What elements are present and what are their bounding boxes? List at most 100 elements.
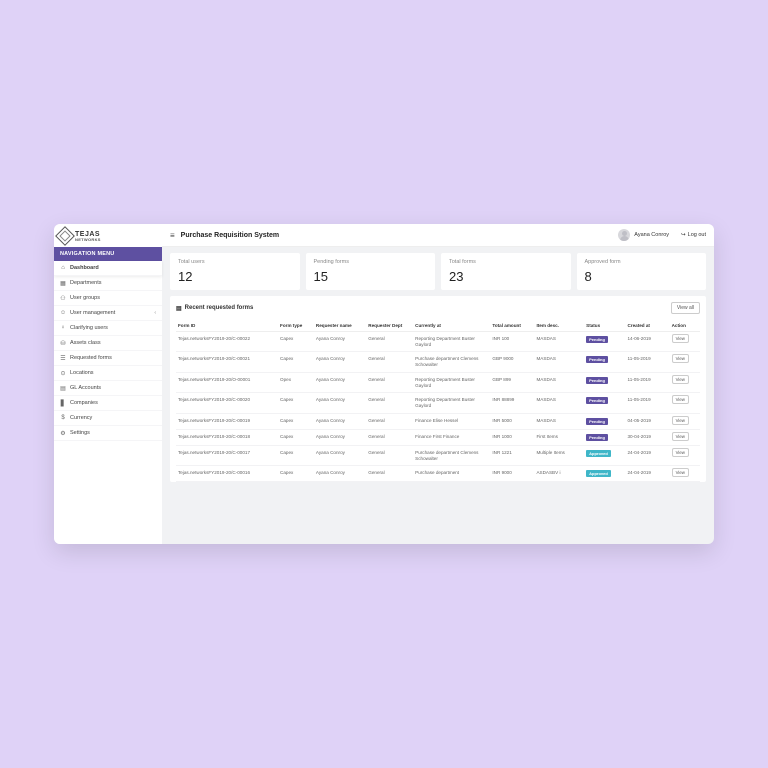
cell-status: Pending xyxy=(584,352,625,372)
sidebar-item-requested-forms[interactable]: ☰Requested forms xyxy=(54,351,162,366)
cell-created-at: 04-05-2019 xyxy=(625,413,669,429)
topbar: ≡ Purchase Requisition System Ayana Conr… xyxy=(162,224,714,247)
cell-status: Pending xyxy=(584,372,625,392)
cell-total-amount: INR 1221 xyxy=(490,445,534,465)
sidebar-item-dashboard[interactable]: ⌂Dashboard xyxy=(54,261,162,276)
cell-status: Approved xyxy=(584,445,625,465)
cell-status: Pending xyxy=(584,393,625,413)
nav-icon: ⚙ xyxy=(60,430,66,436)
nav-label: Dashboard xyxy=(70,265,99,271)
cell-total-amount: INR 100 xyxy=(490,332,534,352)
cell-item-desc: Multiple Items xyxy=(534,445,584,465)
sidebar-item-settings[interactable]: ⚙Settings xyxy=(54,426,162,441)
view-button[interactable]: View xyxy=(672,334,689,343)
cell-currently-at: Purchase department Clemens Schowalter xyxy=(413,352,490,372)
cell-created-at: 30-04-2019 xyxy=(625,429,669,445)
stat-value: 8 xyxy=(585,269,699,284)
status-badge: Pending xyxy=(586,356,608,363)
nav-icon: ▤ xyxy=(60,385,66,391)
nav-icon: $ xyxy=(60,415,66,421)
table-title: ▤ Recent requested forms xyxy=(176,305,253,312)
view-button[interactable]: View xyxy=(672,354,689,363)
cell-created-at: 14-06-2019 xyxy=(625,332,669,352)
cell-requester-dept: General xyxy=(366,332,413,352)
stat-label: Approved form xyxy=(585,259,699,265)
cell-item-desc: MASDAS xyxy=(534,352,584,372)
sidebar-item-assets-class[interactable]: ⛁ Assets class xyxy=(54,336,162,351)
column-header: Currently at xyxy=(413,320,490,332)
sidebar-item-user-groups[interactable]: ⚇User groups xyxy=(54,291,162,306)
sidebar-item-currency[interactable]: $Currency xyxy=(54,411,162,426)
cell-form-id: Tejas.networksFY2019-20/C-00021 xyxy=(176,352,278,372)
status-badge: Pending xyxy=(586,418,608,425)
cell-form-id: Tejas.networksFY2019-20/C-00020 xyxy=(176,393,278,413)
column-header: Requester Dept xyxy=(366,320,413,332)
cell-requester-name: Ayana Conroy xyxy=(314,445,366,465)
table-row: Tejas.networksFY2019-20/C-00017CapexAyan… xyxy=(176,445,700,465)
cell-currently-at: Finance Elise Hessel xyxy=(413,413,490,429)
cell-created-at: 24-04-2019 xyxy=(625,445,669,465)
column-header: Total amount xyxy=(490,320,534,332)
table-row: Tejas.networksFY2019-20/O-00001OpexAyana… xyxy=(176,372,700,392)
brand-logo: TEJAS NETWORKS xyxy=(54,224,162,247)
status-badge: Approved xyxy=(586,470,611,477)
cell-form-type: Capex xyxy=(278,445,314,465)
cell-form-id: Tejas.networksFY2019-20/O-00001 xyxy=(176,372,278,392)
cell-currently-at: Purchase department Clemens Schowalter xyxy=(413,445,490,465)
view-all-button[interactable]: View all xyxy=(671,302,700,314)
view-button[interactable]: View xyxy=(672,375,689,384)
nav-label: Assets class xyxy=(70,340,101,346)
chevron-icon: ‹ xyxy=(154,310,156,316)
cell-form-id: Tejas.networksFY2019-20/C-00022 xyxy=(176,332,278,352)
view-button[interactable]: View xyxy=(672,395,689,404)
cell-requester-name: Ayana Conroy xyxy=(314,413,366,429)
cell-item-desc: MASDAS xyxy=(534,393,584,413)
logout-label: Log out xyxy=(688,232,706,238)
sidebar-item-clarifying-users[interactable]: ♀Clarifying users xyxy=(54,321,162,336)
view-button[interactable]: View xyxy=(672,416,689,425)
hamburger-icon[interactable]: ≡ xyxy=(170,231,175,240)
nav-icon: ▋ xyxy=(60,400,66,406)
cell-requester-name: Ayana Conroy xyxy=(314,372,366,392)
sidebar-item-user-management[interactable]: ☺User management‹ xyxy=(54,306,162,321)
app-window: TEJAS NETWORKS NAVIGATION MENU ⌂Dashboar… xyxy=(54,224,714,544)
sidebar-item-companies[interactable]: ▋Companies xyxy=(54,396,162,411)
cell-created-at: 11-05-2019 xyxy=(625,372,669,392)
status-badge: Pending xyxy=(586,336,608,343)
table-row: Tejas.networksFY2019-20/C-00016CapexAyan… xyxy=(176,466,700,482)
cell-currently-at: Reporting Department Buster Gaylord xyxy=(413,332,490,352)
table-title-text: Recent requested forms xyxy=(185,305,254,311)
stat-label: Total users xyxy=(178,259,292,265)
view-button[interactable]: View xyxy=(672,448,689,457)
nav-label: Departments xyxy=(70,280,102,286)
cell-form-id: Tejas.networksFY2019-20/C-00018 xyxy=(176,429,278,445)
view-button[interactable]: View xyxy=(672,468,689,477)
cell-requester-name: Ayana Conroy xyxy=(314,332,366,352)
logout-button[interactable]: ↪ Log out xyxy=(681,232,706,238)
nav-label: Locations xyxy=(70,370,94,376)
status-badge: Pending xyxy=(586,434,608,441)
view-button[interactable]: View xyxy=(672,432,689,441)
column-header: Created at xyxy=(625,320,669,332)
cell-total-amount: INR 5000 xyxy=(490,413,534,429)
main: ≡ Purchase Requisition System Ayana Conr… xyxy=(162,224,714,544)
cell-requester-dept: General xyxy=(366,429,413,445)
sidebar-item-departments[interactable]: ▦ Departments xyxy=(54,276,162,291)
user-block[interactable]: Ayana Conroy xyxy=(618,229,669,241)
sidebar-item-gl-accounts[interactable]: ▤GL Accounts xyxy=(54,381,162,396)
cell-action: View xyxy=(670,445,700,465)
column-header: Action xyxy=(670,320,700,332)
stat-value: 15 xyxy=(314,269,428,284)
table-body: Tejas.networksFY2019-20/C-00022CapexAyan… xyxy=(176,332,700,482)
cell-status: Pending xyxy=(584,429,625,445)
sidebar-item-locations[interactable]: ⊙Locations xyxy=(54,366,162,381)
cell-requester-name: Ayana Conroy xyxy=(314,352,366,372)
cell-total-amount: INR 1000 xyxy=(490,429,534,445)
cell-item-desc: MASDAS xyxy=(534,372,584,392)
nav-label: User management xyxy=(70,310,115,316)
cell-form-type: Capex xyxy=(278,413,314,429)
cell-form-type: Capex xyxy=(278,429,314,445)
cell-status: Approved xyxy=(584,466,625,482)
nav-icon: ⛁ xyxy=(60,340,66,346)
nav-icon: ▦ xyxy=(60,280,66,286)
